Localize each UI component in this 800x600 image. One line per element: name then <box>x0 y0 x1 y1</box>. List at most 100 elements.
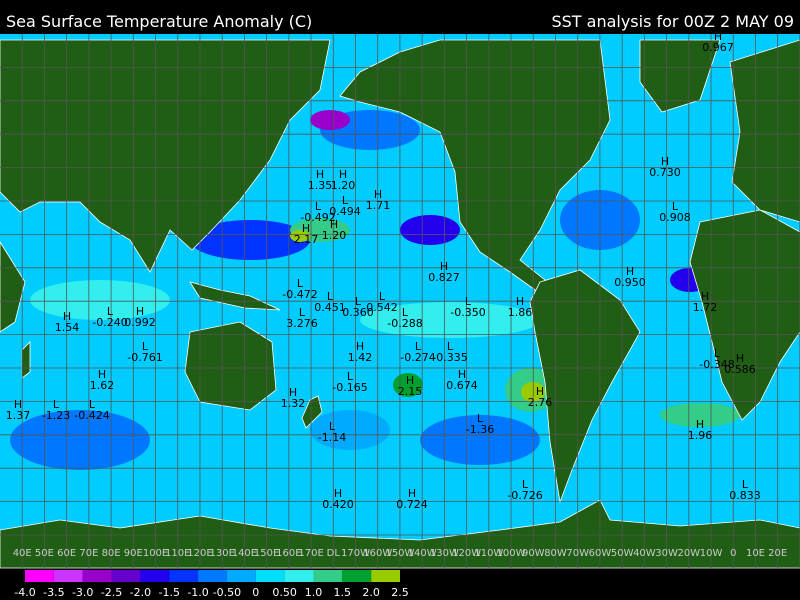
legend-label: -2.5 <box>101 586 122 599</box>
longitude-label: 170W <box>341 548 370 559</box>
marker-value: 0.420 <box>322 498 354 511</box>
legend-swatch <box>255 570 285 582</box>
longitude-label: 130W <box>430 548 459 559</box>
legend-swatch <box>371 570 400 582</box>
marker-value: -0.761 <box>127 351 162 364</box>
marker-value: 0.730 <box>649 166 681 179</box>
map <box>0 34 800 569</box>
marker-type: H <box>330 218 338 231</box>
marker-type: H <box>98 368 106 381</box>
marker-type: L <box>465 295 472 308</box>
title: Sea Surface Temperature Anomaly (C) <box>6 12 312 31</box>
marker-value: 1.96 <box>688 429 713 442</box>
legend-label: -3.0 <box>72 586 93 599</box>
marker-type: L <box>299 306 306 319</box>
longitude-label: 140W <box>408 548 437 559</box>
marker-value: -1.14 <box>318 431 346 444</box>
marker-value: 1.20 <box>331 179 356 192</box>
marker-type: L <box>379 290 386 303</box>
longitude-label: 90W <box>522 548 545 559</box>
legend-swatch <box>53 570 83 582</box>
marker-value: 0.827 <box>428 271 460 284</box>
marker-type: L <box>415 340 422 353</box>
marker-type: H <box>136 305 144 318</box>
longitude-label: 170E <box>298 548 323 559</box>
marker-type: L <box>402 306 409 319</box>
marker-type: L <box>327 290 334 303</box>
marker-value: 0.724 <box>396 498 428 511</box>
longitude-label: 40E <box>13 548 32 559</box>
marker-type: H <box>406 374 414 387</box>
marker-value: 0.908 <box>659 211 691 224</box>
marker-value: 1.32 <box>281 397 306 410</box>
marker-value: 0.494 <box>329 205 361 218</box>
longitude-label: 80W <box>544 548 567 559</box>
legend-label: 0 <box>252 586 259 599</box>
marker-value: 0.542 <box>366 301 398 314</box>
marker-type: H <box>302 222 310 235</box>
marker-value: 1.20 <box>322 229 347 242</box>
marker-type: L <box>714 347 721 360</box>
marker-type: H <box>440 260 448 273</box>
marker-value: -0.350 <box>450 306 485 319</box>
marker-value: -0.492 <box>300 211 335 224</box>
legend-label: -0.50 <box>213 586 241 599</box>
longitude-label: 90E <box>124 548 143 559</box>
marker-type: L <box>89 398 96 411</box>
marker-type: H <box>696 418 704 431</box>
longitude-label: 150W <box>385 548 414 559</box>
legend-label: 1.0 <box>305 586 323 599</box>
marker-value: 0.360 <box>342 306 374 319</box>
longitude-label: 100E <box>143 548 168 559</box>
marker-value: 2.17 <box>294 233 319 246</box>
legend-swatch <box>140 570 170 582</box>
legend-swatch <box>82 570 112 582</box>
marker-type: L <box>297 277 304 290</box>
legend-swatch <box>226 570 256 582</box>
marker-type: H <box>374 188 382 201</box>
legend-label: 2.0 <box>362 586 380 599</box>
legend-label: 0.50 <box>272 586 297 599</box>
marker-type: L <box>142 340 149 353</box>
anomaly-patches <box>10 110 740 470</box>
longitude-label: 70W <box>566 548 589 559</box>
marker-value: -1.36 <box>466 423 494 436</box>
marker-type: L <box>477 412 484 425</box>
marker-type: H <box>701 290 709 303</box>
legend-swatch <box>198 570 227 582</box>
legend-swatch <box>284 570 314 582</box>
grid <box>0 34 800 568</box>
marker-value: -0.424 <box>74 409 109 422</box>
marker-type: L <box>107 305 114 318</box>
longitude-label: 10E <box>746 548 765 559</box>
longitude-label: 20W <box>678 548 701 559</box>
marker-type: H <box>339 168 347 181</box>
longitude-label: 20E <box>768 548 787 559</box>
marker-type: H <box>356 340 364 353</box>
marker-value: 1.86 <box>508 306 533 319</box>
longitude-label: 70E <box>79 548 98 559</box>
legend-swatch <box>342 570 372 582</box>
legend-label: -2.0 <box>130 586 151 599</box>
marker-type: H <box>516 295 524 308</box>
marker-type: L <box>53 398 60 411</box>
marker-type: H <box>626 265 634 278</box>
marker-value: 0.451 <box>314 301 346 314</box>
longitude-label: 60W <box>589 548 612 559</box>
marker-type: L <box>329 420 336 433</box>
marker-value: 0.586 <box>724 363 756 376</box>
marker-type: L <box>347 370 354 383</box>
marker-value: -0.472 <box>282 288 317 301</box>
longitude-label: 130E <box>209 548 234 559</box>
marker-type: L <box>742 478 749 491</box>
marker-type: H <box>536 385 544 398</box>
marker-value: -0.348 <box>699 358 734 371</box>
longitude-label: 80E <box>102 548 121 559</box>
longitude-label: 10W <box>700 548 723 559</box>
marker-value: 1.54 <box>55 321 80 334</box>
marker-type: H <box>63 310 71 323</box>
marker-type: H <box>408 487 416 500</box>
marker-value: -0.274 <box>400 351 435 364</box>
marker-type: L <box>315 200 322 213</box>
